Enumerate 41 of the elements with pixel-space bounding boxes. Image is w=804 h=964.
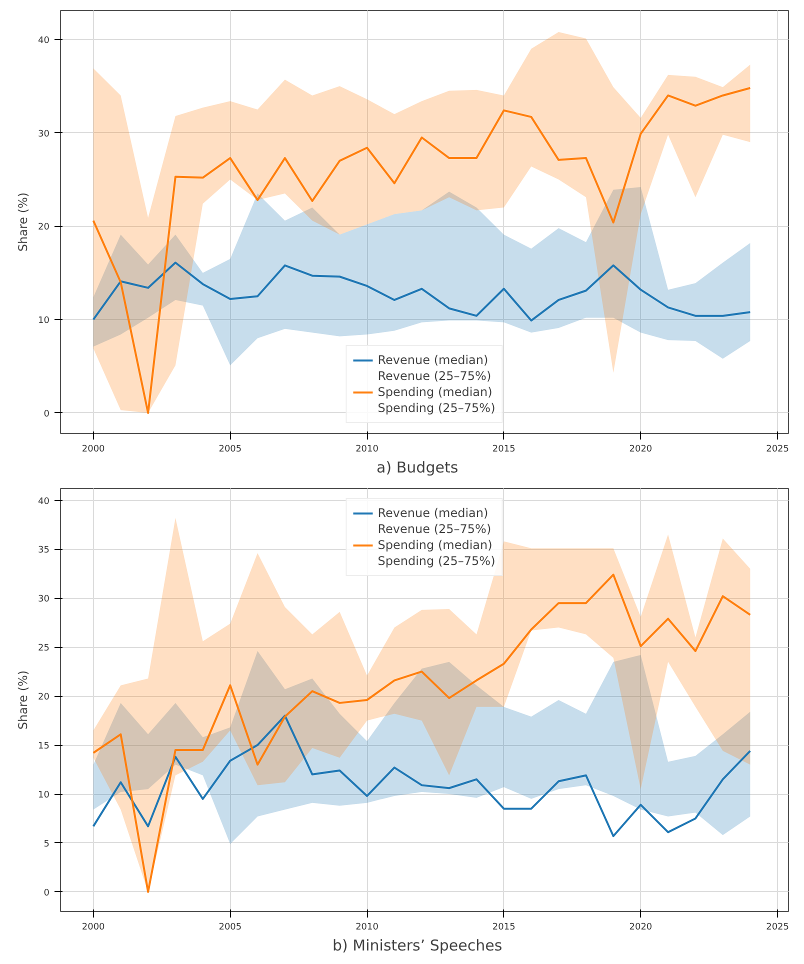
y-axis-title: Share (%) <box>16 192 30 252</box>
y-tick-label: 35 <box>38 546 50 556</box>
annotation: Spending (25–75%) <box>378 400 496 416</box>
y-tick-label: 10 <box>38 316 50 326</box>
legend-label: Revenue (median) <box>378 505 488 521</box>
legend-label: Revenue (median) <box>378 352 488 368</box>
line-series <box>92 262 752 322</box>
y-tick-label: 30 <box>38 594 50 605</box>
y-tick-label: 10 <box>38 790 50 800</box>
y-axis-title: Share (%) <box>16 670 30 730</box>
x-tick-label: 2025 <box>766 922 790 932</box>
x-tick-label: 2020 <box>629 444 652 454</box>
text: b) Ministers’ Speeches <box>332 936 502 954</box>
x-tick-label: 2000 <box>82 922 106 932</box>
annotation: Revenue (25–75%) <box>378 521 492 537</box>
legend-label: Spending (median) <box>378 537 492 553</box>
annotation: Revenue (25–75%) <box>378 368 492 384</box>
y-tick-label: 40 <box>38 496 50 507</box>
x-tick-label: 2015 <box>492 922 516 932</box>
x-tick-label: 2020 <box>629 922 652 932</box>
annotation: Spending (25–75%) <box>378 553 496 569</box>
y-tick-label: 25 <box>38 644 50 654</box>
x-tick-label: 2005 <box>218 444 242 454</box>
legend-label: Spending (median) <box>378 384 492 400</box>
y-tick-label: 0 <box>44 409 50 420</box>
x-tick-label: 2025 <box>766 444 790 454</box>
x-tick-label: 2000 <box>82 444 106 454</box>
y-tick-label: 40 <box>38 36 50 46</box>
x-tick-label: 2010 <box>356 922 379 932</box>
y-tick-label: 5 <box>44 839 50 850</box>
y-tick-label: 20 <box>38 222 50 233</box>
y-tick-label: 30 <box>38 129 50 140</box>
x-tick-label: 2005 <box>218 922 242 932</box>
y-tick-label: 15 <box>38 742 50 752</box>
y-tick-label: 0 <box>44 888 50 898</box>
x-tick-label: 2010 <box>356 444 379 454</box>
line-series <box>92 714 752 838</box>
line-series <box>92 574 752 893</box>
x-tick-label: 2015 <box>492 444 516 454</box>
y-tick-label: 20 <box>38 692 50 703</box>
text: a) Budgets <box>376 458 458 476</box>
